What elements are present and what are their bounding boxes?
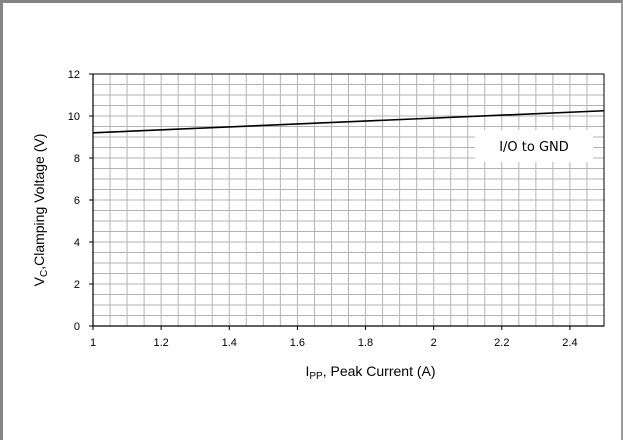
grid	[93, 74, 604, 326]
x-tick-label: 1.4	[222, 337, 237, 349]
y-tick-label: 10	[68, 111, 80, 123]
x-axis-label-rest: , Peak Current (A)	[323, 363, 436, 379]
y-tick-label: 4	[74, 237, 80, 249]
x-tick-label: 2	[431, 337, 437, 349]
y-tick-label: 0	[74, 321, 80, 333]
x-tick-label: 1.2	[153, 337, 168, 349]
x-tick-label: 2.2	[494, 337, 509, 349]
y-tick-label: 12	[68, 69, 80, 81]
series-layer	[92, 109, 605, 134]
tick-labels: 1 1.2 1.4 1.6 1.8 2 2.2 2.4 0 2 4 6 8 10 12	[68, 69, 578, 349]
x-tick-label: 1.6	[290, 337, 305, 349]
y-axis-label: VC,Clamping Voltage (V)	[31, 134, 50, 287]
y-tick-label: 8	[74, 153, 80, 165]
x-tick-label: 1.8	[358, 337, 373, 349]
y-axis-label-rest: ,Clamping Voltage (V)	[31, 134, 47, 270]
legend-box: I/O to GND	[475, 130, 593, 162]
x-tick-label: 1	[90, 337, 96, 349]
y-axis-label-sub: C	[39, 270, 50, 277]
x-axis-label-sub: PP	[309, 371, 323, 382]
x-axis-label-main: I	[305, 363, 309, 379]
series-line	[92, 109, 605, 134]
x-tick-label: 2.4	[562, 337, 577, 349]
y-axis-label-main: V	[31, 276, 47, 286]
y-tick-label: 2	[74, 279, 80, 291]
y-tick-label: 6	[74, 195, 80, 207]
annotation-label: I/O to GND	[499, 140, 569, 155]
x-axis-label: IPP, Peak Current (A)	[305, 363, 435, 382]
